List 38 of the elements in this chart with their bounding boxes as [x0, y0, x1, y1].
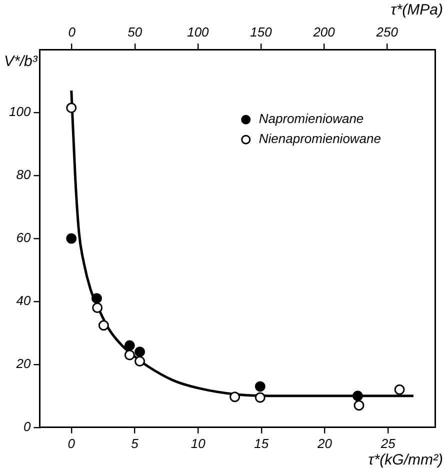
point	[91, 293, 102, 304]
x-tick-label: 5	[131, 436, 140, 451]
y-axis-title: V*/b³	[4, 52, 38, 70]
point	[124, 340, 135, 351]
point	[92, 302, 103, 314]
x-tick-label: 0	[68, 436, 76, 451]
x2-tick-label: 50	[128, 24, 143, 40]
x-tick-label: 25	[380, 436, 396, 451]
x2-tick-label: 150	[250, 24, 273, 40]
point	[352, 390, 363, 402]
point	[98, 320, 109, 331]
point	[134, 356, 146, 367]
point	[134, 346, 146, 358]
point	[66, 102, 77, 114]
point	[254, 381, 266, 392]
x2-tick-label: 200	[312, 24, 336, 40]
x-axis-title: τ*(kG/mm²)	[368, 452, 443, 469]
legend-label: Nienapromieniowane	[258, 131, 382, 146]
point	[354, 400, 364, 411]
x-tick-label: 15	[254, 436, 270, 451]
point	[66, 233, 77, 244]
y-tick-label: 40	[16, 293, 32, 308]
x-tick-label: 20	[316, 436, 333, 451]
y-tick-label: 20	[15, 356, 32, 372]
y-tick-label: 60	[16, 230, 32, 246]
y-tick-label: 0	[23, 419, 32, 434]
x2-tick-label: 100	[187, 24, 210, 40]
point	[254, 392, 266, 403]
y-tick-label: 80	[16, 167, 32, 182]
x-tick-label: 10	[190, 436, 206, 451]
point	[230, 392, 240, 402]
point	[394, 384, 405, 395]
x2-axis-title: τ*(MPa)	[390, 2, 444, 19]
x2-tick-label: 0	[68, 24, 76, 40]
y-tick-label: 100	[8, 104, 32, 120]
legend-label: Napromieniowane	[258, 111, 364, 126]
point	[124, 350, 135, 360]
x2-tick-label: 250	[375, 24, 399, 40]
